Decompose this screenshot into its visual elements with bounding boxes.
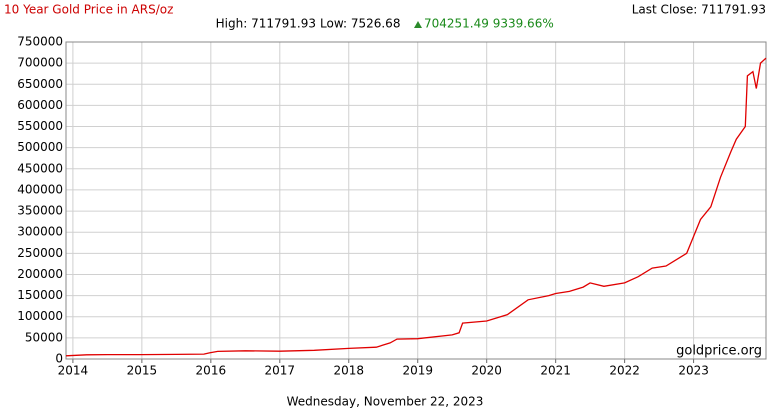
high: High: 711791.93: [216, 17, 316, 31]
y-tick-label: 300000: [17, 225, 63, 239]
plot-area: [65, 41, 767, 360]
chart-title: 10 Year Gold Price in ARS/oz: [4, 3, 173, 17]
y-tick-label: 50000: [25, 330, 63, 344]
y-tick-label: 600000: [17, 98, 63, 112]
plot: 0 50000 100000 150000 200000 250000 300000 3500…: [17, 35, 767, 378]
x-tick-label: 2023: [678, 364, 709, 378]
plot-border: [65, 41, 767, 360]
x-tick-label: 2015: [127, 364, 158, 378]
y-tick-label: 700000: [17, 56, 63, 70]
watermark: goldprice.org: [676, 344, 762, 359]
y-tick-label: 650000: [17, 77, 63, 91]
change: 704251.49 9339.66%: [424, 17, 554, 31]
y-tick-label: 100000: [17, 309, 63, 323]
y-tick-label: 750000: [17, 35, 63, 49]
y-tick-label: 200000: [17, 267, 63, 281]
y-tick-label: 350000: [17, 204, 63, 218]
x-tick-label: 2021: [540, 364, 571, 378]
x-tick-label: 2014: [58, 364, 89, 378]
y-tick-label: 500000: [17, 140, 63, 154]
x-tick-label: 2020: [471, 364, 502, 378]
y-tick-label: 550000: [17, 119, 63, 133]
x-tick-label: 2019: [402, 364, 433, 378]
date: Wednesday, November 22, 2023: [287, 395, 484, 409]
y-tick-label: 400000: [17, 182, 63, 196]
x-tick-label: 2018: [333, 364, 364, 378]
y-tick-label: 250000: [17, 246, 63, 260]
y-tick-label: 150000: [17, 288, 63, 302]
up-arrow: [414, 21, 422, 28]
x-tick-label: 2016: [196, 364, 227, 378]
low: Low: 7526.68: [320, 17, 400, 31]
y-tick-label: 0: [55, 352, 63, 366]
x-tick-label: 2017: [265, 364, 296, 378]
price-line: [65, 57, 767, 357]
x-tick-label: 2022: [609, 364, 640, 378]
y-tick-label: 450000: [17, 161, 63, 175]
last-close: Last Close: 711791.93: [632, 3, 766, 17]
